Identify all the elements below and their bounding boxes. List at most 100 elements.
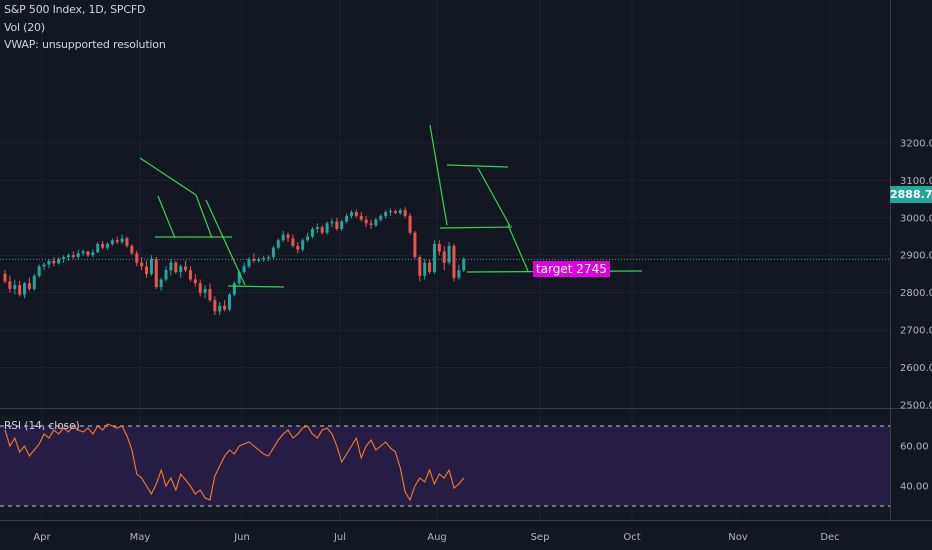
- candle-body: [91, 252, 95, 256]
- time-tick-label: Nov: [728, 532, 748, 543]
- candle-body: [306, 236, 310, 241]
- candle-body: [335, 221, 339, 229]
- trendline: [429, 124, 448, 226]
- candle-body: [218, 305, 222, 312]
- candle-body: [140, 262, 144, 267]
- candle-body: [369, 223, 373, 226]
- candle-body: [164, 270, 168, 280]
- candle-body: [13, 285, 17, 289]
- candle-body: [281, 234, 285, 241]
- candle-body: [23, 283, 27, 295]
- candle-body: [193, 279, 197, 284]
- candle-body: [188, 270, 192, 280]
- candle-body: [291, 238, 295, 246]
- candle-body: [271, 247, 275, 258]
- candle-body: [330, 221, 334, 224]
- candle-body: [71, 255, 75, 258]
- candle-body: [384, 212, 388, 216]
- candle-body: [110, 240, 114, 244]
- candle-body: [359, 215, 363, 220]
- time-tick-label: Aug: [427, 532, 447, 543]
- price-tick-label: 3100.0: [900, 176, 932, 187]
- candle-body: [432, 243, 436, 273]
- candle-body: [47, 260, 51, 265]
- target-annotation[interactable]: target 2745: [533, 261, 610, 277]
- candle-body: [101, 243, 105, 248]
- price-tick-label: 2900.0: [900, 251, 932, 262]
- candle-body: [320, 227, 324, 233]
- candle-body: [81, 251, 85, 254]
- time-tick-label: May: [130, 532, 151, 543]
- time-tick-label: Apr: [33, 532, 51, 543]
- rsi-tick-label: 40.00: [900, 482, 929, 493]
- time-tick-label: Jun: [233, 532, 250, 543]
- candle-body: [325, 223, 329, 233]
- candle-body: [96, 243, 100, 253]
- candle-body: [462, 259, 466, 271]
- last-price-badge: 2888.7: [890, 186, 932, 203]
- time-tick-label: Jul: [333, 532, 346, 543]
- candle-body: [247, 258, 251, 267]
- candle-body: [76, 253, 80, 258]
- trendline: [507, 224, 529, 272]
- candle-body: [32, 275, 36, 289]
- price-tick-label: 3000.0: [900, 213, 932, 224]
- candle-body: [374, 219, 378, 226]
- candle-body: [18, 285, 22, 295]
- time-tick-label: Oct: [623, 532, 640, 543]
- candle-body: [276, 240, 280, 248]
- vwap-legend[interactable]: VWAP: unsupported resolution: [4, 38, 166, 51]
- candle-body: [315, 227, 319, 229]
- price-tick-label: 2800.0: [900, 288, 932, 299]
- candle-body: [3, 273, 7, 282]
- candle-body: [154, 258, 158, 288]
- candle-body: [457, 270, 461, 278]
- trendline: [477, 167, 511, 227]
- candle-body: [403, 210, 407, 216]
- trendline: [205, 199, 246, 286]
- candle-body: [423, 262, 427, 276]
- candle-body: [208, 288, 212, 301]
- candle-body: [252, 258, 256, 261]
- candle-body: [213, 300, 217, 312]
- candle-body: [27, 283, 31, 289]
- symbol-title[interactable]: S&P 500 Index, 1D, SPCFD: [4, 3, 146, 16]
- candle-body: [310, 228, 314, 237]
- candle-body: [364, 219, 368, 224]
- candle-body: [262, 258, 266, 260]
- rsi-legend[interactable]: RSI (14, close): [4, 420, 80, 432]
- candle-body: [398, 210, 402, 214]
- price-tick-label: 3200.0: [900, 138, 932, 149]
- time-tick-label: Dec: [820, 532, 839, 543]
- candle-body: [227, 294, 231, 310]
- trendline: [195, 194, 213, 239]
- candle-body: [242, 266, 246, 273]
- volume-legend[interactable]: Vol (20): [4, 21, 45, 34]
- candle-body: [179, 266, 183, 273]
- candle-body: [37, 266, 41, 276]
- candle-body: [408, 215, 412, 233]
- trendline: [446, 164, 509, 168]
- candle-body: [66, 255, 70, 258]
- candle-body: [149, 258, 153, 274]
- time-tick-label: Sep: [531, 532, 550, 543]
- candle-body: [354, 212, 358, 216]
- candle-body: [120, 238, 124, 243]
- candle-body: [86, 251, 90, 256]
- candle-body: [237, 272, 241, 284]
- trendline: [439, 226, 513, 229]
- candle-body: [125, 238, 129, 246]
- price-tick-label: 2500.0: [900, 401, 932, 412]
- rsi-tick-label: 60.00: [900, 442, 929, 453]
- candle-body: [8, 281, 12, 289]
- candle-body: [413, 232, 417, 258]
- candle-body: [437, 243, 441, 252]
- candle-body: [203, 288, 207, 293]
- candle-body: [145, 266, 149, 274]
- candle-body: [105, 243, 109, 248]
- candle-body: [130, 245, 134, 254]
- candle-body: [223, 305, 227, 310]
- candle-body: [296, 245, 300, 250]
- trendline: [157, 195, 176, 239]
